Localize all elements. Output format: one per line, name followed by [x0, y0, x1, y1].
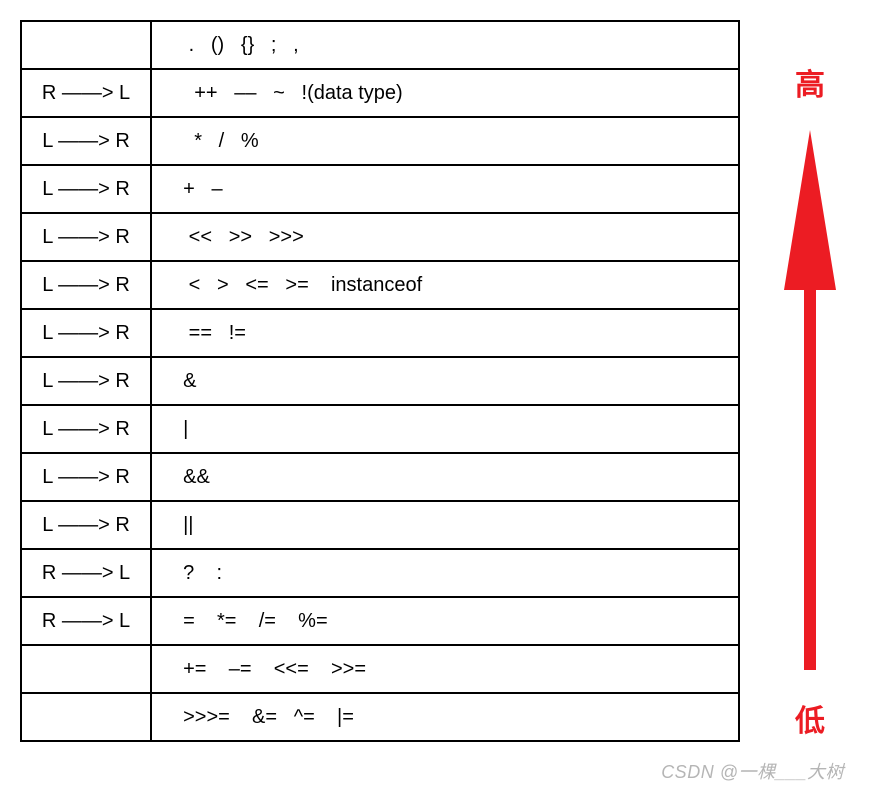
- cell-ops: ||: [151, 501, 739, 549]
- table-row: >>>= &= ^= |=: [21, 693, 739, 741]
- precedence-table: . () {} ; , R ——> L ++ –– ~ !(data type)…: [20, 20, 740, 742]
- cell-ops: &&: [151, 453, 739, 501]
- cell-assoc: [21, 21, 151, 69]
- cell-ops: ++ –– ~ !(data type): [151, 69, 739, 117]
- cell-assoc: L ——> R: [21, 117, 151, 165]
- cell-ops: ? :: [151, 549, 739, 597]
- cell-assoc: L ——> R: [21, 309, 151, 357]
- cell-assoc: R ——> L: [21, 597, 151, 645]
- table-row: L ——> R << >> >>>: [21, 213, 739, 261]
- table-row: L ——> R * / %: [21, 117, 739, 165]
- up-arrow-icon: [780, 130, 840, 670]
- cell-ops: . () {} ; ,: [151, 21, 739, 69]
- table-row: L ——> R &&: [21, 453, 739, 501]
- cell-assoc: R ——> L: [21, 69, 151, 117]
- table-row: L ——> R ||: [21, 501, 739, 549]
- arrow-shape: [784, 130, 836, 670]
- cell-ops: = *= /= %=: [151, 597, 739, 645]
- cell-ops: += –= <<= >>=: [151, 645, 739, 693]
- table-row: += –= <<= >>=: [21, 645, 739, 693]
- table-row: L ——> R |: [21, 405, 739, 453]
- watermark-text: CSDN @一棵___大树: [661, 758, 844, 784]
- cell-ops: + –: [151, 165, 739, 213]
- cell-assoc: L ——> R: [21, 453, 151, 501]
- cell-assoc: L ——> R: [21, 405, 151, 453]
- cell-ops: < > <= >= instanceof: [151, 261, 739, 309]
- cell-assoc: L ——> R: [21, 165, 151, 213]
- table-row: R ——> L = *= /= %=: [21, 597, 739, 645]
- table-row: L ——> R &: [21, 357, 739, 405]
- cell-assoc: R ——> L: [21, 549, 151, 597]
- cell-ops: * / %: [151, 117, 739, 165]
- table-row: . () {} ; ,: [21, 21, 739, 69]
- cell-ops: &: [151, 357, 739, 405]
- label-high-priority: 高: [795, 60, 825, 104]
- label-low-priority: 低: [795, 696, 825, 740]
- table-row: L ——> R == !=: [21, 309, 739, 357]
- cell-assoc: L ——> R: [21, 501, 151, 549]
- cell-ops: >>>= &= ^= |=: [151, 693, 739, 741]
- cell-assoc: [21, 693, 151, 741]
- cell-assoc: L ——> R: [21, 261, 151, 309]
- cell-ops: << >> >>>: [151, 213, 739, 261]
- table-body: . () {} ; , R ——> L ++ –– ~ !(data type)…: [21, 21, 739, 741]
- arrow-wrap: [780, 112, 840, 688]
- table-row: L ——> R < > <= >= instanceof: [21, 261, 739, 309]
- cell-ops: |: [151, 405, 739, 453]
- priority-arrow-section: 高 低: [765, 60, 855, 740]
- table-row: L ——> R + –: [21, 165, 739, 213]
- table-row: R ——> L ++ –– ~ !(data type): [21, 69, 739, 117]
- table-row: R ——> L ? :: [21, 549, 739, 597]
- cell-assoc: [21, 645, 151, 693]
- cell-ops: == !=: [151, 309, 739, 357]
- cell-assoc: L ——> R: [21, 213, 151, 261]
- layout-container: . () {} ; , R ——> L ++ –– ~ !(data type)…: [20, 20, 854, 742]
- cell-assoc: L ——> R: [21, 357, 151, 405]
